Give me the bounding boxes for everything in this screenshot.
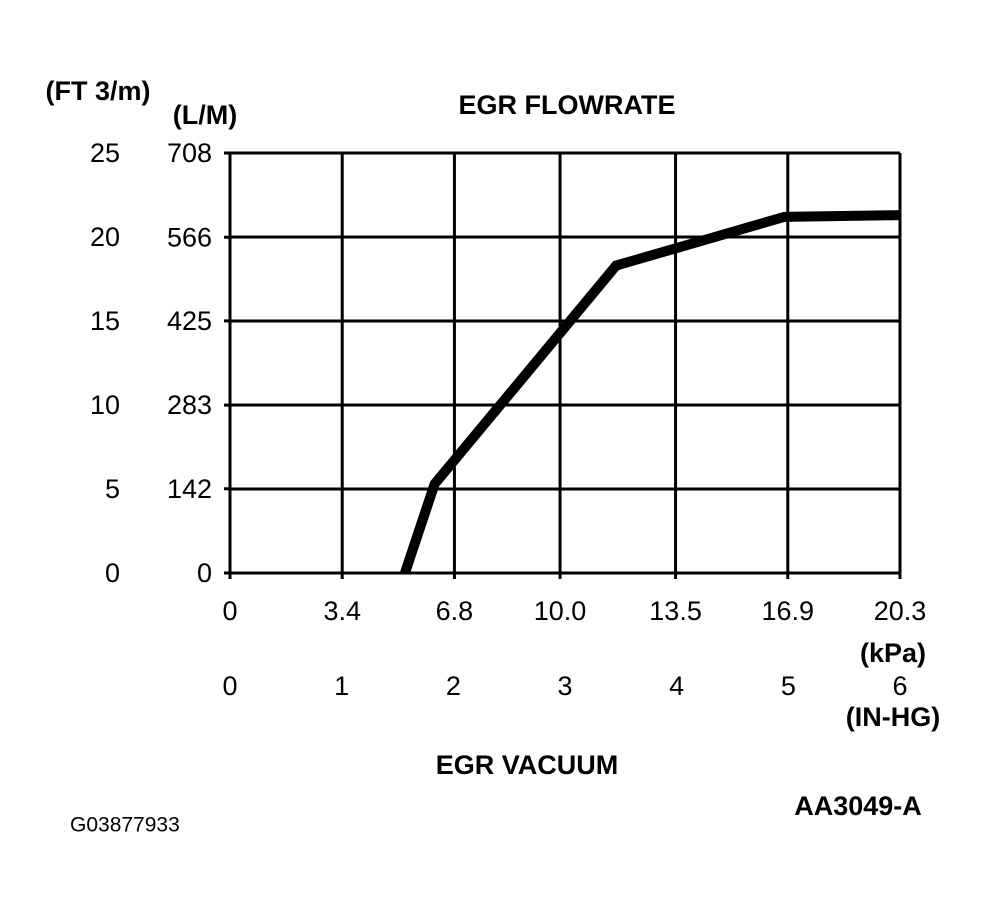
y-tick-label: 0 (105, 558, 120, 588)
y2-tick-label: 0 (197, 558, 212, 588)
x2-axis-unit: (IN-HG) (846, 702, 940, 732)
x2-tick-label: 6 (892, 671, 907, 701)
y-tick-label: 10 (90, 390, 120, 420)
x2-tick-label: 2 (446, 671, 461, 701)
x-tick-label: 20.3 (874, 596, 927, 626)
y2-tick-label: 566 (167, 222, 212, 252)
y2-tick-label: 283 (167, 390, 212, 420)
x-tick-label: 0 (222, 596, 237, 626)
x2-tick-label: 5 (781, 671, 796, 701)
y2-tick-label: 425 (167, 306, 212, 336)
y-tick-label: 20 (90, 222, 120, 252)
figure-code: AA3049-A (794, 791, 922, 821)
y-axis-label: (FT 3/m) (46, 76, 151, 106)
y2-tick-label: 142 (167, 474, 212, 504)
figure-id: G03877933 (70, 814, 180, 837)
chart-title: EGR FLOWRATE (459, 90, 676, 120)
data-line (400, 210, 901, 575)
x-axis-label: EGR VACUUM (436, 750, 619, 780)
x-tick-label: 16.9 (762, 596, 815, 626)
x2-tick-label: 3 (557, 671, 572, 701)
y-tick-label: 5 (105, 474, 120, 504)
y-tick-label: 25 (90, 138, 120, 168)
x-tick-label: 6.8 (436, 596, 474, 626)
y2-axis-label: (L/M) (173, 100, 237, 130)
x-tick-label: 13.5 (649, 596, 702, 626)
x2-tick-label: 1 (334, 671, 349, 701)
x2-tick-label: 4 (669, 671, 684, 701)
x-axis-unit: (kPa) (860, 638, 926, 668)
y2-tick-label: 708 (167, 138, 212, 168)
x2-tick-label: 0 (222, 671, 237, 701)
x-tick-label: 10.0 (534, 596, 587, 626)
x-tick-label: 3.4 (323, 596, 361, 626)
y-tick-label: 15 (90, 306, 120, 336)
